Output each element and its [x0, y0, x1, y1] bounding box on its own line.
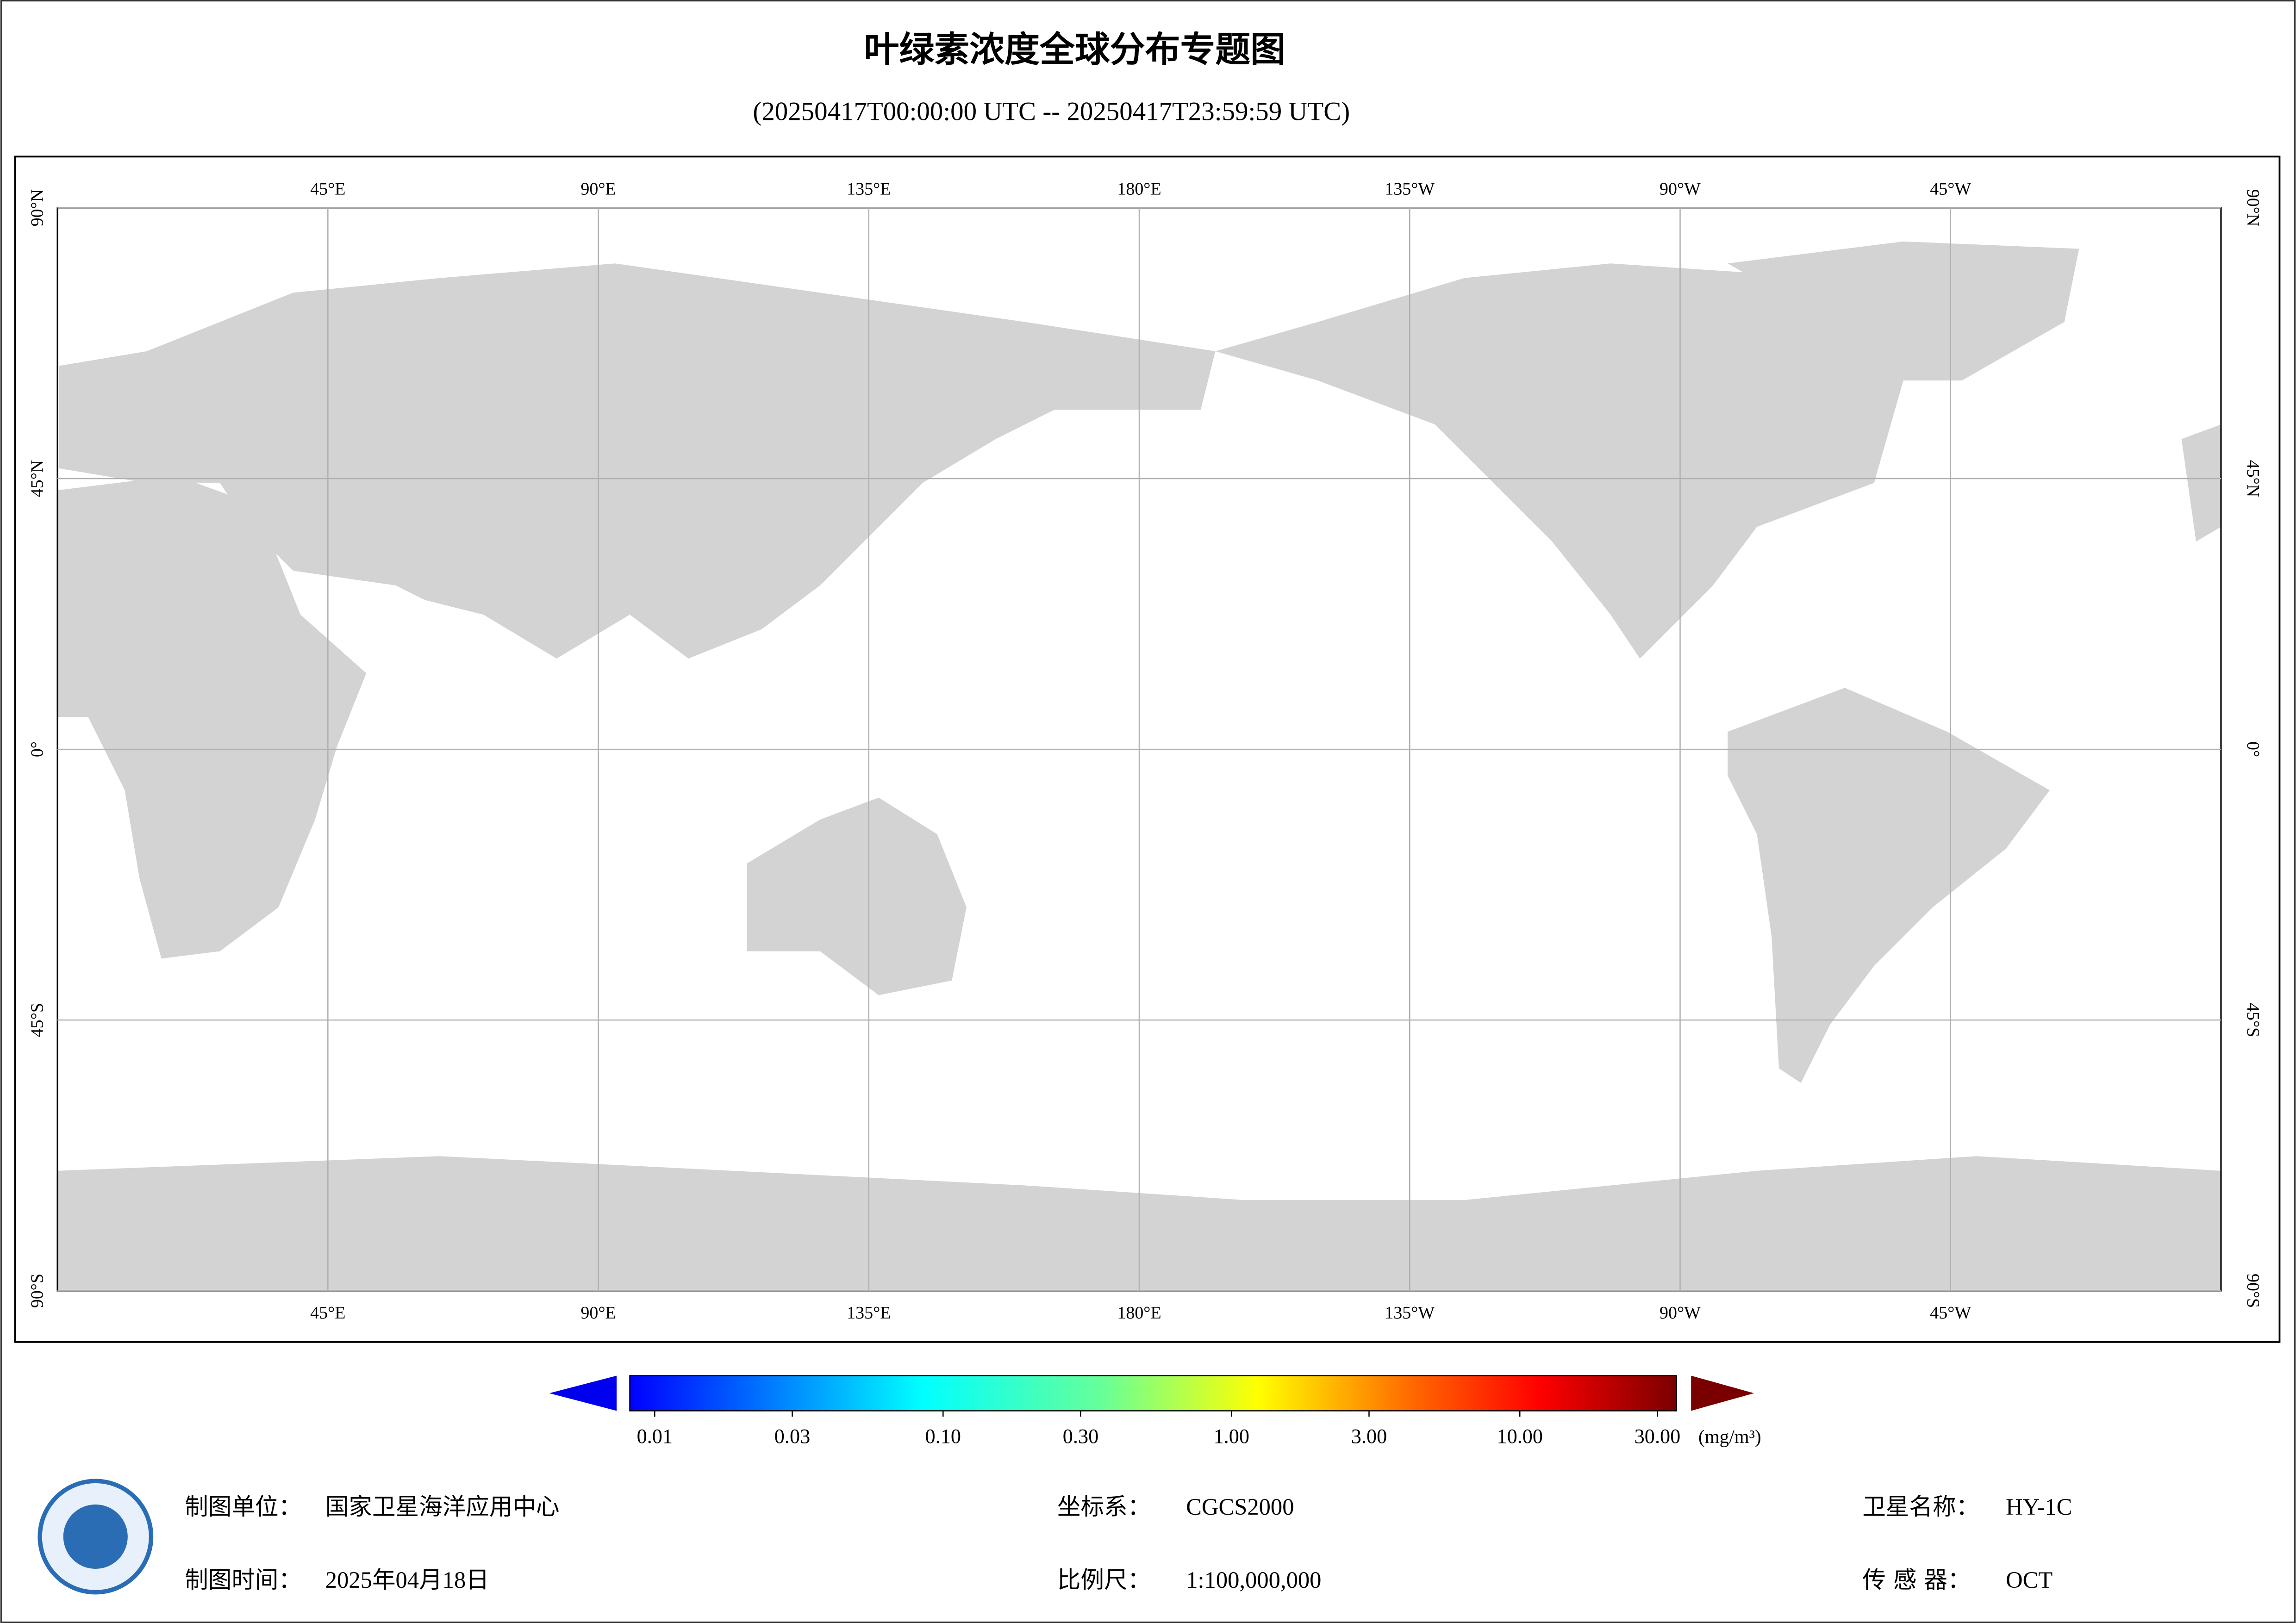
lon-label-bottom: 90°E: [580, 1303, 616, 1323]
footer-value: HY-1C: [2006, 1494, 2072, 1520]
footer-label: 传 感 器：: [1862, 1566, 1971, 1593]
lon-label-bottom: 45°W: [1930, 1303, 1971, 1323]
colorbar-label: 1.00: [1214, 1425, 1249, 1448]
colorbar-label: 3.00: [1351, 1425, 1387, 1448]
lon-label-bottom: 135°E: [847, 1303, 891, 1323]
title: 叶绿素浓度全球分布专题图: [864, 29, 1286, 70]
colorbar-label: 10.00: [1497, 1425, 1543, 1448]
colorbar-label: 0.03: [774, 1425, 810, 1448]
lon-label-bottom: 180°E: [1117, 1303, 1161, 1323]
lat-label-right: 45°S: [2243, 1003, 2263, 1037]
lon-label-top: 45°E: [310, 180, 345, 199]
footer-label: 制图时间：: [185, 1566, 302, 1593]
lon-label-top: 180°E: [1117, 180, 1161, 199]
north-america: [1215, 263, 1903, 659]
colorbar-label: 30.00: [1635, 1425, 1681, 1448]
colorbar-label: 0.01: [637, 1425, 673, 1448]
subtitle: (20250417T00:00:00 UTC -- 20250417T23:59…: [753, 97, 1350, 126]
lat-label-left: 0°: [27, 741, 47, 757]
australia: [747, 797, 967, 995]
lat-label-right: 45°N: [2243, 460, 2263, 497]
lat-label-right: 90°S: [2243, 1274, 2263, 1308]
lon-label-bottom: 90°W: [1660, 1303, 1701, 1323]
footer-label: 制图单位：: [185, 1493, 302, 1520]
footer-value: 国家卫星海洋应用中心: [325, 1494, 560, 1520]
colorbar-label: 0.30: [1063, 1425, 1098, 1448]
footer-label: 卫星名称：: [1862, 1493, 1979, 1520]
colorbar-unit: (mg/m³): [1698, 1426, 1761, 1448]
footer-value: CGCS2000: [1186, 1494, 1294, 1520]
colorbar-under-arrow: [549, 1375, 617, 1411]
footer-label: 比例尺：: [1057, 1566, 1151, 1593]
footer-value: 1:100,000,000: [1186, 1567, 1321, 1593]
eurasia: [59, 263, 1216, 659]
colorbar: [629, 1375, 1677, 1412]
colorbar-label: 0.10: [925, 1425, 961, 1448]
europe-east: [2181, 424, 2221, 542]
footer-label: 坐标系：: [1057, 1493, 1151, 1520]
lon-label-top: 90°E: [580, 180, 616, 199]
colorbar-over-arrow: [1691, 1375, 1754, 1411]
lon-label-top: 135°W: [1385, 180, 1435, 199]
lon-label-top: 135°E: [847, 180, 891, 199]
lat-label-left: 45°N: [27, 460, 47, 497]
greenland: [1728, 241, 2079, 381]
lat-label-left: 45°S: [27, 1003, 47, 1037]
lon-label-top: 45°W: [1930, 180, 1971, 199]
lon-label-bottom: 45°E: [310, 1303, 345, 1323]
south-america: [1728, 688, 2050, 1083]
africa: [57, 475, 367, 959]
footer-value: OCT: [2006, 1567, 2053, 1593]
lat-label-left: 90°N: [27, 189, 47, 227]
footer-value: 2025年04月18日: [325, 1567, 489, 1593]
lat-label-left: 90°S: [27, 1274, 47, 1308]
lon-label-bottom: 135°W: [1385, 1303, 1435, 1323]
logo-globe: [63, 1504, 128, 1569]
lat-label-right: 90°N: [2243, 189, 2263, 227]
lat-label-right: 0°: [2243, 741, 2263, 757]
lon-label-top: 90°W: [1660, 180, 1701, 199]
